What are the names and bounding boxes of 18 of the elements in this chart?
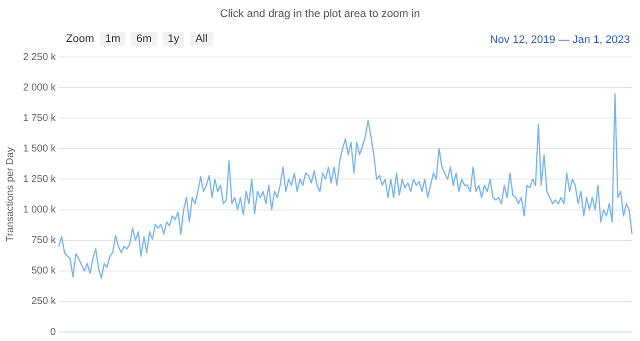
y-tick-label: 1 000 k <box>22 204 57 216</box>
y-tick-label: 750 k <box>31 235 57 246</box>
chart-subtitle: Click and drag in the plot area to zoom in <box>219 8 421 20</box>
y-tick-label: 250 k <box>31 296 57 308</box>
text: 1m <box>100 32 126 46</box>
y-tick-label: 2 000 k <box>22 82 57 94</box>
y-tick-label: 1 750 k <box>22 112 57 124</box>
y-axis-title: Transactions per Day <box>4 147 16 242</box>
text: All <box>190 32 213 46</box>
y-tick-label: 500 k <box>31 266 57 277</box>
y-tick-label: 1 500 k <box>22 143 57 154</box>
y-tick-label: 0 <box>50 326 56 338</box>
y-tick-label: 1 250 k <box>22 174 57 185</box>
text: 6m <box>131 32 157 46</box>
text: Zoom <box>66 33 94 45</box>
text: 1y <box>162 32 184 46</box>
text: Nov 12, 2019 — Jan 1, 2023 <box>490 34 630 46</box>
y-tick-label: 2 250 k <box>22 52 57 63</box>
